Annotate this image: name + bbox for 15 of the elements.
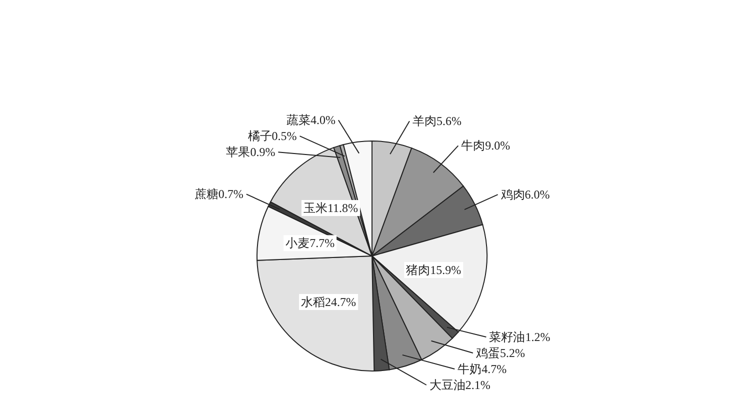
slice-label: 大豆油2.1% — [429, 378, 490, 392]
slice-label: 苹果0.9% — [226, 145, 276, 160]
slice-label: 菜籽油1.2% — [489, 330, 550, 344]
slice-label: 鸡肉6.0% — [500, 188, 550, 202]
slice-label: 猪肉15.9% — [406, 262, 462, 277]
slice-label: 玉米11.8% — [303, 201, 358, 216]
slice-label: 牛肉9.0% — [461, 138, 510, 153]
slice-label: 小麦7.7% — [286, 236, 335, 250]
slice-label: 羊肉5.6% — [412, 114, 462, 128]
slice-label: 蔗糖0.7% — [194, 187, 244, 202]
slice-label: 蔬菜4.0% — [286, 113, 336, 128]
slice-label: 牛奶4.7% — [458, 362, 507, 376]
slice-label: 鸡蛋5.2% — [474, 346, 525, 360]
slice-label: 橘子0.5% — [248, 129, 297, 144]
slice-label: 水稻24.7% — [301, 294, 356, 309]
